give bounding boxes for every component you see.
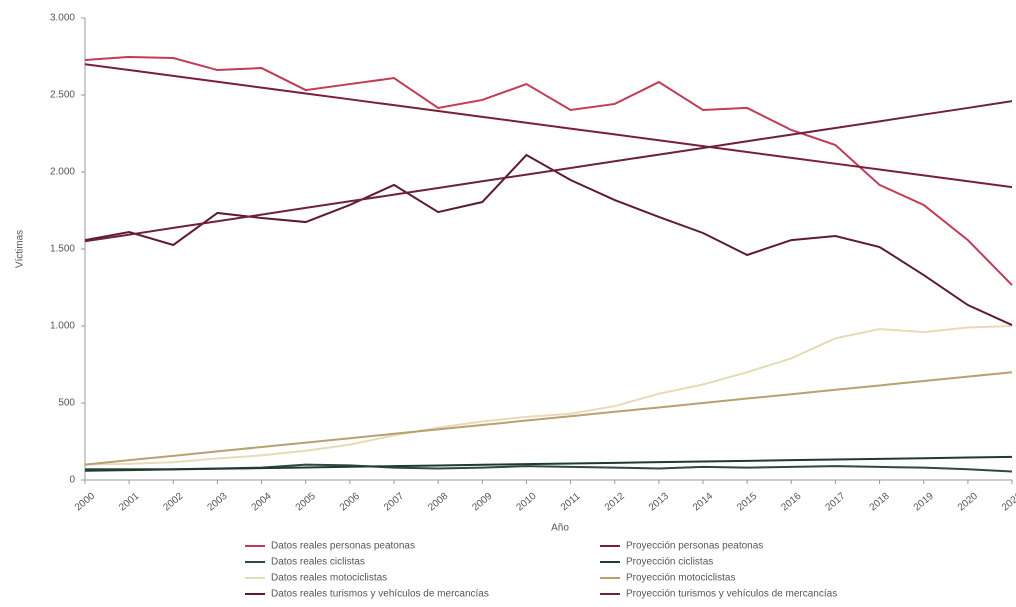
legend-label: Proyección turismos y vehículos de merca…: [626, 589, 837, 600]
legend-label: Datos reales ciclistas: [271, 557, 365, 568]
x-tick-label: 2007: [382, 490, 406, 513]
series-line: [84, 55, 1013, 286]
x-tick-label: 2008: [426, 490, 450, 513]
x-tick-label: 2013: [647, 490, 671, 513]
y-tick-label: 1.500: [50, 244, 75, 255]
x-tick-label: 2010: [514, 490, 538, 513]
y-axis-title: Víctimas: [15, 230, 26, 268]
series-line: [84, 153, 1013, 326]
x-tick-label: 2006: [338, 490, 362, 513]
x-tick-label: 2003: [205, 490, 229, 513]
legend-label: Proyección motociclistas: [626, 573, 735, 584]
x-tick-label: 2004: [250, 490, 274, 513]
x-tick-label: 2000: [73, 490, 97, 513]
legend-label: Datos reales turismos y vehículos de mer…: [271, 589, 489, 600]
y-tick-label: 2.000: [50, 167, 75, 178]
y-tick-label: 2.500: [50, 90, 75, 101]
series-line: [84, 100, 1013, 243]
x-tick-label: 2019: [912, 490, 936, 513]
y-tick-label: 1.000: [50, 321, 75, 332]
x-tick-label: 2014: [691, 490, 715, 513]
x-tick-label: 2018: [868, 490, 892, 513]
legend-label: Proyección personas peatonas: [626, 541, 763, 552]
x-tick-label: 2002: [161, 490, 185, 513]
x-tick-label: 2020: [956, 490, 980, 513]
series-line: [84, 455, 1013, 472]
series-line: [84, 371, 1013, 466]
x-tick-label: 2017: [823, 490, 847, 513]
legend-label: Datos reales personas peatonas: [271, 541, 415, 552]
x-axis-title: Año: [551, 523, 569, 534]
x-tick-label: 2009: [470, 490, 494, 513]
x-tick-label: 2001: [117, 490, 141, 513]
y-tick-label: 3.000: [50, 13, 75, 24]
x-tick-label: 2016: [779, 490, 803, 513]
series-line: [84, 63, 1013, 189]
x-tick-label: 2011: [559, 491, 583, 514]
x-tick-label: 2005: [294, 490, 318, 513]
legend-label: Datos reales motociclistas: [271, 573, 387, 584]
x-tick-label: 2012: [603, 490, 627, 513]
y-tick-label: 0: [69, 475, 75, 486]
x-tick-label: 2015: [735, 490, 759, 513]
legend-label: Proyección ciclistas: [626, 557, 713, 568]
x-tick-label: 2021: [1000, 490, 1016, 513]
y-tick-label: 500: [58, 398, 75, 409]
series-line: [84, 325, 1013, 466]
